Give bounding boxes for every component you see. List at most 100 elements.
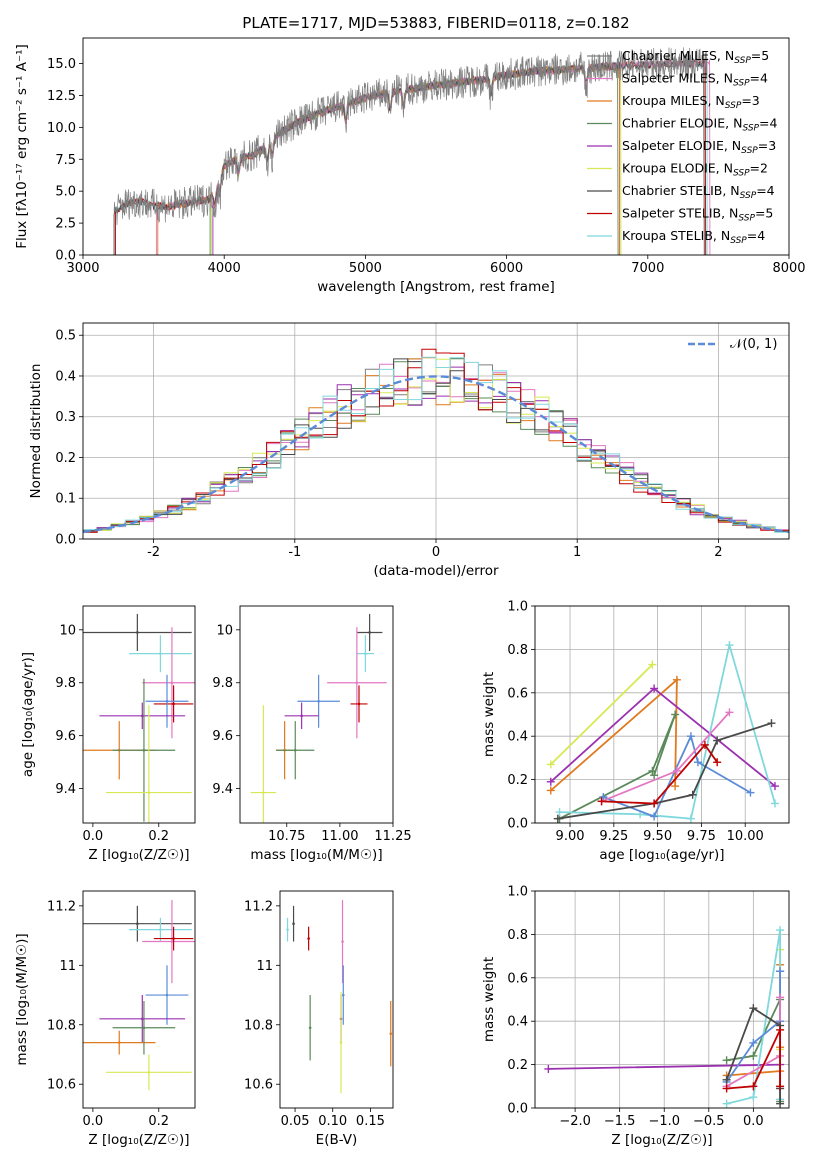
spectrum-xtick-label: 5000: [349, 261, 382, 276]
mass_weight_vs_z-xtick-label: −1.5: [604, 1114, 636, 1129]
mass_weight_vs_z-xtick-label: 0.0: [743, 1114, 764, 1129]
residual-hist-chabrier_stelib: [83, 358, 789, 533]
data-point: [341, 993, 345, 997]
mass_weight_vs_z-frame: [534, 890, 790, 1109]
spectrum-ytick-label: 5.0: [55, 185, 76, 200]
data-point: [159, 928, 162, 931]
mass_vs_z-frame: [82, 890, 196, 1109]
residuals-ytick-label: 0.5: [55, 329, 76, 344]
mass_weight_vs_age-ytick-label: 0.8: [507, 643, 528, 658]
spectrum-plot-area: [113, 47, 711, 255]
residuals-ytick-label: 0.0: [55, 533, 76, 548]
age_vs_z-ytick-label: 10: [59, 623, 76, 638]
data-point: [292, 922, 295, 925]
observed-spectrum-line: [113, 47, 708, 225]
data-point: [170, 940, 174, 943]
mass_weight_vs_z-ytick-label: 0.0: [507, 1102, 528, 1117]
age_vs_z-ytick-label: 9.8: [55, 676, 76, 691]
age_vs_z-plot-area: [83, 613, 195, 823]
mass_weight_vs_age-panel: 9.00 9.25 9.50 9.75 10.00 0.0 0.2 0.4 0.6 0.8 1.0 a…: [481, 600, 790, 863]
mass_vs_z-ytick-label: 11: [59, 959, 76, 974]
spectrum-ytick-label: 12.5: [47, 89, 76, 104]
data-point: [140, 1017, 144, 1021]
age_vs_mass-plot-area: [250, 613, 387, 823]
data-point: [147, 791, 151, 794]
mass_weight_vs_age-plot-area: [546, 641, 779, 823]
residuals-xtick-label: 2: [714, 545, 722, 560]
mass_vs_z-plot-area: [83, 899, 195, 1091]
legend-label: Kroupa MILES, NSSP=3: [622, 93, 760, 111]
legend-label: Kroupa STELIB, NSSP=4: [622, 228, 765, 246]
data-point: [355, 681, 359, 685]
data-point: [364, 652, 367, 655]
mass_vs_z-ytick-label: 11.2: [47, 899, 76, 914]
data-point: [389, 1032, 393, 1035]
mass_vs_ebv-frame: [279, 890, 394, 1109]
spectrum-ytick-label: 7.5: [55, 153, 76, 168]
mass_weight_vs_age-frame: [534, 605, 790, 824]
series-line-8: [601, 743, 718, 805]
age_vs_mass-ytick-label: 10: [216, 623, 233, 638]
series-line-3: [559, 714, 676, 820]
spectrum-xtick-label: 4000: [208, 261, 241, 276]
mass_vs_ebv-xtick-label: 0.10: [318, 1114, 347, 1129]
residuals-xtick-label: -2: [147, 545, 160, 560]
data-point: [147, 1071, 151, 1074]
mass_weight_vs_z-ytick-label: 0.8: [507, 928, 528, 943]
residuals-plot-area: [83, 348, 789, 534]
mass_weight_vs_z-panel: −2.0 −1.5 −1.0 −0.5 0.0 0.0 0.2 0.4 0.6 0.8 1.0 Z […: [481, 885, 790, 1148]
age_vs_mass-ytick-label: 9.4: [212, 782, 233, 797]
mass_weight_vs_age-ytick-label: 0.0: [507, 817, 528, 832]
spectrum-panel: 3000 4000 5000 6000 7000 8000 0.0 2.5 5.0 7.5 10.0…: [14, 37, 806, 295]
data-point: [293, 748, 297, 752]
data-point: [286, 928, 289, 931]
plots-group: 3000 4000 5000 6000 7000 80000.02.55.07.510.0…: [14, 37, 806, 1148]
mass_vs_ebv-xtick-label: 0.15: [356, 1114, 385, 1129]
residuals-xtick-label: 0: [432, 545, 440, 560]
mass_weight_vs_age-xtick-label: 9.25: [599, 829, 628, 844]
spectrum-xtick-label: 3000: [66, 261, 99, 276]
data-point: [165, 699, 169, 703]
mass_weight_vs_age-xlabel: age [log₁₀(age/yr)]: [599, 847, 724, 863]
mass_weight_vs_age-xtick-label: 9.00: [556, 829, 585, 844]
legend-label: Chabrier ELODIE, NSSP=4: [622, 116, 777, 134]
data-point: [170, 681, 174, 685]
spectrum-ytick-label: 2.5: [55, 217, 76, 232]
age_vs_z-xtick-label: 0.2: [148, 829, 169, 844]
mass_weight_vs_age-ytick-label: 0.2: [507, 773, 528, 788]
legend-label: 𝒩(0, 1): [730, 337, 777, 352]
mass_vs_z-xtick-label: 0.0: [83, 1114, 104, 1129]
mass_vs_z-ylabel: mass [log₁₀(M/M☉)]: [14, 933, 30, 1065]
residual-hist-salpeter_stelib: [83, 348, 789, 533]
age_vs_z-ytick-label: 9.4: [55, 782, 76, 797]
mass_vs_z-xtick-label: 0.2: [148, 1114, 169, 1129]
age_vs_mass-xtick-label: 11.25: [374, 829, 411, 844]
data-point: [165, 993, 169, 997]
age_vs_z-panel: 0.0 0.2 9.4 9.6 9.8 10 Z [log₁₀(Z/Z☉)] age [log…: [20, 605, 196, 863]
data-point: [262, 791, 265, 794]
mass_vs_ebv-ytick-label: 11.2: [244, 899, 273, 914]
age_vs_mass-xtick-label: 10.75: [268, 829, 305, 844]
age_vs_z-frame: [82, 605, 196, 824]
data-point: [172, 937, 175, 940]
age_vs_z-xtick-label: 0.0: [83, 829, 104, 844]
age_vs_mass-panel: 10.75 11.00 11.25 9.4 9.6 9.8 10 mass [log₁₀(M/…: [212, 605, 412, 863]
mass_weight_vs_z-xtick-label: −1.0: [648, 1114, 680, 1129]
mass_vs_z-xlabel: Z [log₁₀(Z/Z☉)]: [88, 1132, 189, 1148]
residuals-legend: 𝒩(0, 1): [688, 337, 777, 352]
mass_vs_ebv-ytick-label: 11: [256, 959, 273, 974]
data-point: [357, 702, 361, 706]
mass_vs_ebv-ytick-label: 10.6: [244, 1078, 273, 1093]
mass_weight_vs_age-xtick-label: 9.50: [643, 829, 672, 844]
data-point: [140, 714, 144, 718]
age_vs_z-ytick-label: 9.6: [55, 729, 76, 744]
data-point: [300, 714, 303, 718]
data-point: [339, 1041, 343, 1044]
series-line-7: [557, 722, 772, 820]
data-point: [341, 940, 344, 943]
mass_weight_vs_z-ytick-label: 1.0: [507, 885, 528, 900]
residuals-ytick-label: 0.3: [55, 410, 76, 425]
age_vs_z-ylabel: age [log₁₀(age/yr)]: [20, 652, 36, 777]
age_vs_mass-xlabel: mass [log₁₀(M/M☉)]: [250, 847, 382, 863]
mass_weight_vs_age-ytick-label: 0.6: [507, 686, 528, 701]
